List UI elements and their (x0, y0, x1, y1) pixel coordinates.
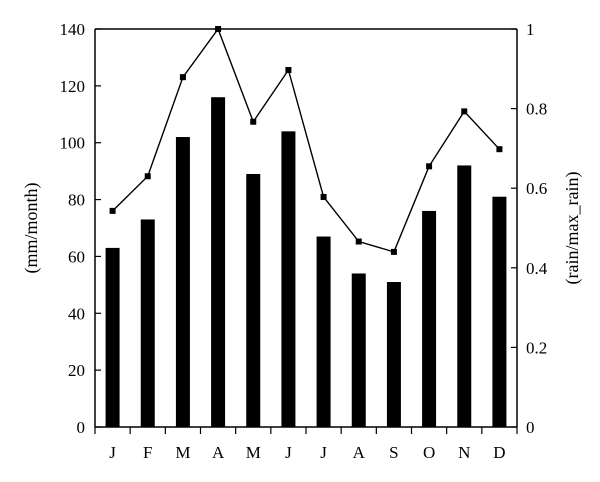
left-tick-label-3: 60 (68, 247, 85, 266)
bar-4 (211, 97, 226, 427)
x-tick-label-2: F (143, 443, 152, 462)
x-tick-label-7: J (320, 443, 327, 462)
x-tick-label-3: M (175, 443, 190, 462)
ratio-point-12 (496, 146, 503, 153)
left-y-axis-title: (mm/month) (21, 183, 42, 274)
left-tick-label-6: 120 (60, 77, 86, 96)
left-tick-label-7: 140 (60, 20, 86, 39)
bar-9 (386, 282, 401, 427)
x-tick-label-5: M (246, 443, 261, 462)
right-tick-label-2: 0.4 (526, 259, 548, 278)
bar-11 (457, 165, 472, 427)
left-tick-label-4: 80 (68, 191, 85, 210)
ratio-point-2 (144, 173, 151, 180)
x-tick-label-9: S (389, 443, 398, 462)
bar-1 (105, 247, 120, 427)
right-tick-label-4: 0.8 (526, 100, 547, 119)
right-tick-label-1: 0.2 (526, 338, 547, 357)
bar-12 (492, 196, 507, 427)
right-y-axis-title: (rain/max_rain) (562, 172, 583, 285)
x-tick-label-8: A (353, 443, 366, 462)
right-tick-label-3: 0.6 (526, 179, 547, 198)
ratio-line-layer (109, 26, 503, 255)
ratio-point-5 (250, 118, 257, 125)
ticks-layer: 0 20 40 60 80 100 120 140 0 0.2 0.4 0.6 0.8 1 J F M A M J J A… (60, 20, 548, 462)
ratio-point-11 (461, 108, 468, 115)
bar-10 (422, 210, 437, 427)
ratio-series-line (112, 27, 500, 253)
ratio-point-1 (109, 207, 116, 214)
x-tick-label-1: J (109, 443, 116, 462)
bar-7 (316, 236, 331, 427)
bar-8 (351, 273, 366, 427)
ratio-point-9 (390, 248, 397, 255)
x-tick-label-4: A (212, 443, 225, 462)
x-tick-label-12: D (493, 443, 505, 462)
right-tick-label-5: 1 (526, 20, 535, 39)
ratio-point-6 (285, 66, 292, 73)
right-tick-label-0: 0 (526, 418, 535, 437)
bar-3 (175, 137, 190, 427)
bar-5 (246, 173, 261, 427)
ratio-point-7 (320, 193, 327, 200)
bar-6 (281, 131, 296, 428)
ratio-point-8 (355, 238, 362, 245)
ratio-point-10 (426, 163, 433, 170)
x-tick-label-11: N (458, 443, 470, 462)
left-tick-label-1: 20 (68, 361, 85, 380)
bars-layer (105, 97, 507, 428)
x-tick-label-6: J (285, 443, 292, 462)
left-tick-label-2: 40 (68, 304, 85, 323)
axes-layer (94, 28, 518, 428)
bar-2 (140, 219, 155, 427)
x-tick-label-10: O (423, 443, 435, 462)
left-tick-label-0: 0 (77, 418, 86, 437)
left-tick-label-5: 100 (60, 134, 86, 153)
ratio-point-3 (179, 74, 186, 81)
